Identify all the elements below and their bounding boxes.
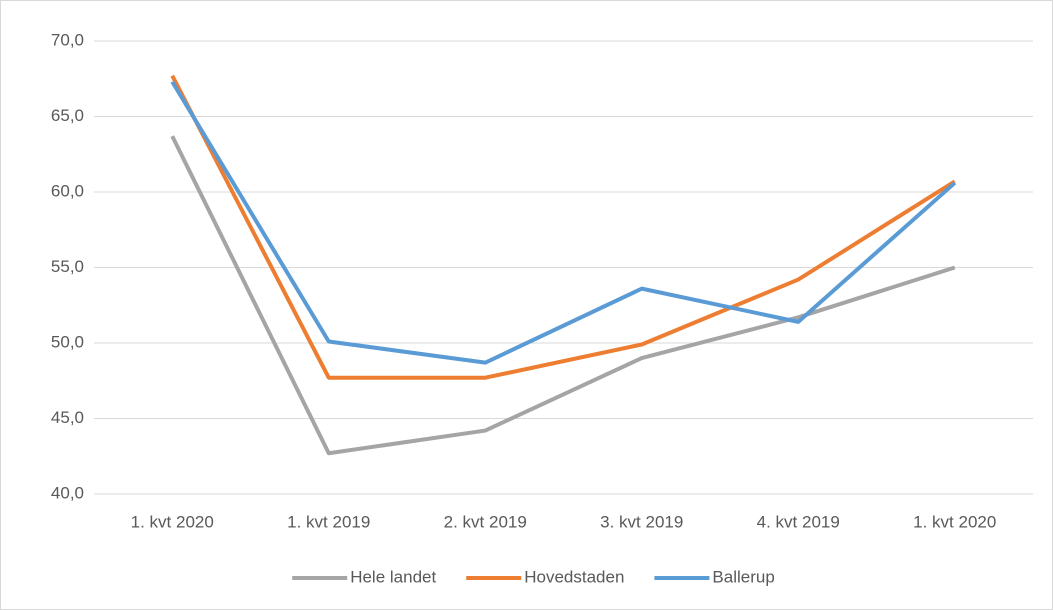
x-tick-label: 4. kvt 2019: [757, 512, 840, 531]
series-line: [170, 80, 957, 365]
x-tick-label: 2. kvt 2019: [444, 512, 527, 531]
x-tick-label: 1. kvt 2019: [287, 512, 370, 531]
y-tick-label: 40,0: [51, 483, 84, 502]
series-line: [170, 135, 956, 456]
x-tick-label: 1. kvt 2020: [913, 512, 996, 531]
y-tick-label: 60,0: [51, 181, 84, 200]
series-line: [170, 74, 956, 380]
y-tick-label: 70,0: [51, 30, 84, 49]
legend-label: Hele landet: [350, 567, 436, 586]
x-tick-label: 1. kvt 2020: [131, 512, 214, 531]
legend-label: Hovedstaden: [524, 567, 624, 586]
x-tick-label: 3. kvt 2019: [600, 512, 683, 531]
y-tick-label: 55,0: [51, 257, 84, 276]
y-tick-label: 45,0: [51, 408, 84, 427]
y-tick-label: 50,0: [51, 332, 84, 351]
legend-label: Ballerup: [712, 567, 774, 586]
y-tick-label: 65,0: [51, 106, 84, 125]
